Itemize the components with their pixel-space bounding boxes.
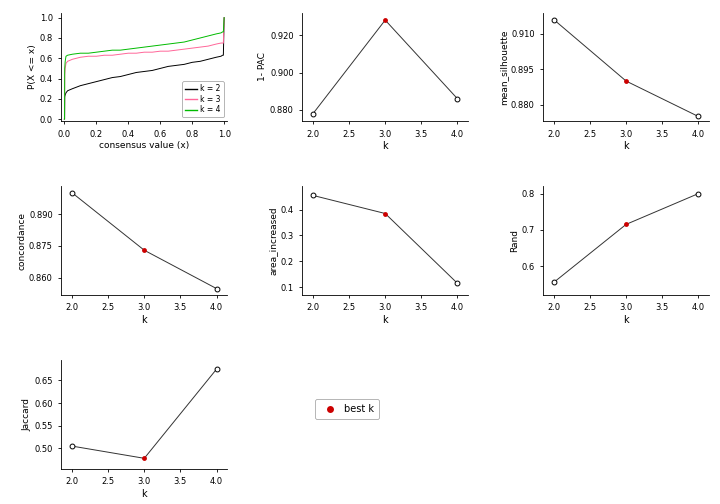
X-axis label: k: k [382,141,388,151]
Y-axis label: Jaccard: Jaccard [22,398,32,431]
X-axis label: k: k [141,315,147,325]
Legend: best k: best k [315,399,379,419]
Y-axis label: area_increased: area_increased [269,206,278,275]
Legend: k = 2, k = 3, k = 4: k = 2, k = 3, k = 4 [182,81,223,117]
X-axis label: k: k [624,141,629,151]
X-axis label: k: k [624,315,629,325]
X-axis label: k: k [382,315,388,325]
Y-axis label: P(X <= x): P(X <= x) [28,44,37,89]
Y-axis label: concordance: concordance [17,212,26,270]
X-axis label: k: k [141,489,147,499]
X-axis label: consensus value (x): consensus value (x) [99,141,189,150]
Y-axis label: mean_silhouette: mean_silhouette [499,29,508,105]
Y-axis label: Rand: Rand [510,229,518,252]
Y-axis label: 1- PAC: 1- PAC [258,52,267,81]
